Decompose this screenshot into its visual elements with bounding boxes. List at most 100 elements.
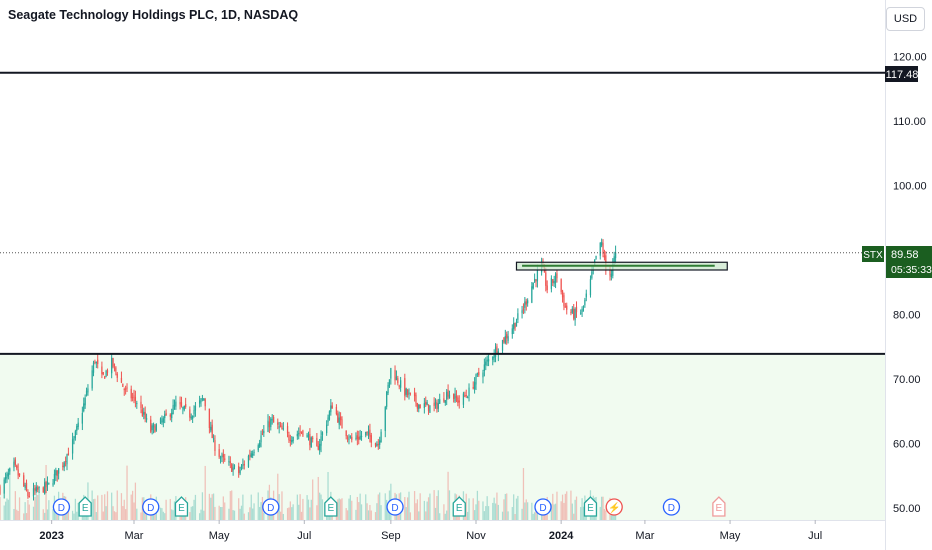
candle-body xyxy=(312,437,314,440)
event-marker-earnings[interactable]: E xyxy=(583,496,598,517)
candle-body xyxy=(150,419,152,432)
candle-body xyxy=(613,256,615,263)
resistance-zone[interactable] xyxy=(515,261,728,271)
candle-body xyxy=(208,408,211,429)
event-marker-earnings[interactable]: E xyxy=(78,496,92,517)
candle-body xyxy=(501,340,504,351)
candle-body xyxy=(279,425,282,427)
event-marker-earnings_future[interactable]: E xyxy=(712,496,726,517)
event-markers[interactable]: D E D E D E D E D E ⚡ D E xyxy=(52,496,726,517)
dividend-icon xyxy=(662,498,681,516)
candle-body xyxy=(513,323,515,330)
candle-body xyxy=(288,434,290,441)
volume-bar xyxy=(418,511,420,520)
candle-body xyxy=(580,312,582,314)
horizontal-lines[interactable] xyxy=(0,71,885,355)
event-marker-dividend_future[interactable]: D xyxy=(662,498,681,516)
event-marker-earnings[interactable]: E xyxy=(324,496,338,517)
candle-body xyxy=(434,401,437,405)
candle-body xyxy=(169,414,171,417)
volume-bar xyxy=(312,479,314,520)
event-marker-dividend[interactable]: D xyxy=(52,498,71,516)
candle-body xyxy=(355,437,357,439)
candle-body xyxy=(369,429,371,437)
volume-bar xyxy=(136,508,138,520)
volume-bar xyxy=(92,499,95,520)
volume-bar xyxy=(104,494,106,520)
volume-bar xyxy=(201,492,204,520)
volume-bar xyxy=(221,507,223,520)
volume-bar xyxy=(433,490,435,520)
candle-body xyxy=(38,486,40,488)
candle-body xyxy=(331,405,333,409)
volume-bar xyxy=(228,508,230,520)
volume-bar xyxy=(504,493,506,520)
candle-body xyxy=(71,439,74,454)
volume-bar xyxy=(120,493,123,520)
price-axis[interactable]: 50.00 60.00 70.00 80.00 100.00 110.00 120.00 xyxy=(893,52,927,516)
candle-body xyxy=(492,357,494,360)
candle-body xyxy=(439,399,441,404)
volume-bar xyxy=(377,494,379,520)
candle-body xyxy=(175,401,177,407)
candle-body xyxy=(277,422,279,425)
volume-bar xyxy=(116,490,118,520)
candle-body xyxy=(281,425,283,430)
volume-bar xyxy=(145,509,148,520)
event-marker-split[interactable]: ⚡ xyxy=(605,498,623,516)
candle-body xyxy=(55,470,57,476)
candle-body xyxy=(250,453,252,457)
volume-bar xyxy=(602,496,604,520)
candle-body xyxy=(238,466,240,473)
currency-button[interactable]: USD xyxy=(886,7,925,31)
candle-body xyxy=(53,473,56,484)
price-tick-label: 120.00 xyxy=(893,52,927,64)
event-marker-dividend[interactable]: D xyxy=(142,498,160,516)
volume-bar xyxy=(91,490,93,520)
volume-bar xyxy=(501,511,504,520)
volume-bar xyxy=(346,510,349,520)
candle-body xyxy=(327,417,329,423)
event-marker-earnings[interactable]: E xyxy=(452,496,466,517)
event-marker-label: E xyxy=(178,503,185,514)
time-tick-label: Jul xyxy=(297,530,311,542)
volume-bar xyxy=(599,506,601,520)
candle-body xyxy=(554,273,557,283)
volume-bar xyxy=(238,498,240,520)
event-marker-dividend[interactable]: D xyxy=(534,498,552,516)
candle-body xyxy=(144,412,146,419)
volume-bar xyxy=(300,511,303,520)
time-axis[interactable]: 2023 Mar May Jul Sep Nov 2024 Mar May Jul xyxy=(39,520,822,542)
candle-body xyxy=(358,436,360,440)
candle-body xyxy=(394,370,396,381)
candle-body xyxy=(446,391,448,400)
candle-body xyxy=(32,488,35,497)
candle-body xyxy=(515,321,518,327)
event-marker-dividend[interactable]: D xyxy=(386,498,404,516)
volume-bar xyxy=(348,498,350,520)
candle-body xyxy=(525,301,527,305)
volume-bar xyxy=(257,492,259,520)
candle-body xyxy=(164,414,166,419)
candle-body xyxy=(416,402,419,409)
volume-bar xyxy=(224,502,226,520)
candle-body xyxy=(97,359,99,365)
event-marker-dividend[interactable]: D xyxy=(262,498,280,516)
volume-bar xyxy=(310,499,312,520)
candle-body xyxy=(337,413,339,423)
event-marker-earnings[interactable]: E xyxy=(174,496,189,517)
volume-bar xyxy=(550,503,553,520)
candle-body xyxy=(194,405,197,411)
candle-body xyxy=(409,392,412,394)
candle-body xyxy=(351,436,353,440)
candle-body xyxy=(272,416,275,423)
candle-body xyxy=(603,255,606,258)
volume-bar xyxy=(171,509,173,520)
volume-bar xyxy=(165,499,167,520)
dividend-icon xyxy=(534,498,552,516)
volume-bar xyxy=(524,502,526,520)
candle-body xyxy=(257,445,259,451)
volume-bar xyxy=(23,513,25,520)
candle-body xyxy=(83,403,85,412)
